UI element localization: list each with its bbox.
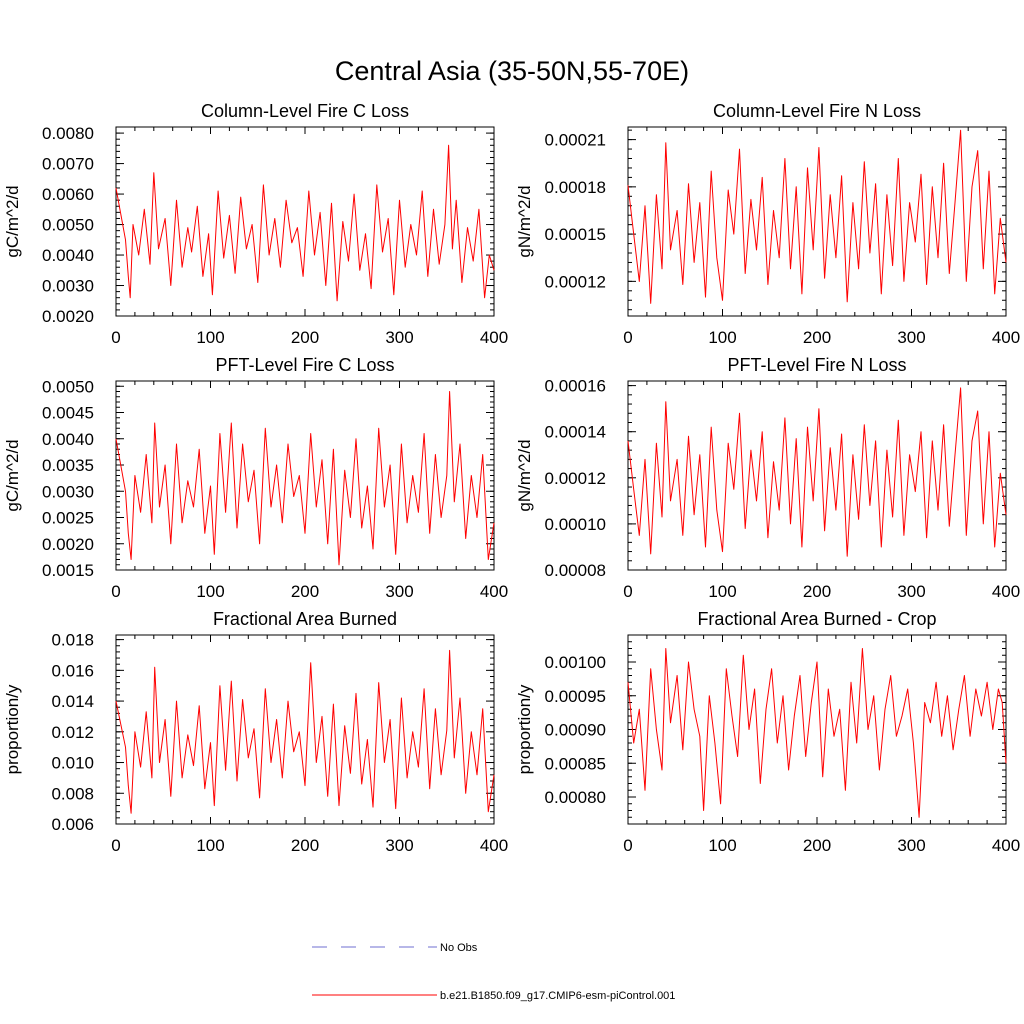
panels: Column-Level Fire C Loss gC/m^2/d 0 100 200 3…: [3, 101, 1020, 855]
y-axis-label: gN/m^2/d: [515, 439, 534, 511]
panel-title: Column-Level Fire C Loss: [201, 101, 409, 121]
panel-6: Fractional Area Burned - Crop proportion/…: [515, 609, 1020, 855]
panel-1: Column-Level Fire C Loss gC/m^2/d 0 100 200 3…: [3, 101, 508, 347]
panel-title: Column-Level Fire N Loss: [713, 101, 921, 121]
y-tick-label: 0.016: [51, 661, 94, 680]
y-tick-label: 0.0045: [42, 404, 94, 423]
x-tick-label: 200: [291, 328, 319, 347]
y-tick-label: 0.00095: [545, 687, 606, 706]
legend-label-2: b.e21.B1850.f09_g17.CMIP6-esm-piControl.…: [440, 990, 675, 1002]
y-tick-label: 0.00021: [545, 131, 606, 150]
y-tick-label: 0.00100: [545, 653, 606, 672]
x-tick-label: 100: [196, 582, 224, 601]
x-tick-label: 0: [111, 582, 120, 601]
y-axis-label: gC/m^2/d: [3, 185, 22, 257]
x-tick-label: 0: [623, 836, 632, 855]
panel-4: PFT-Level Fire N Loss gN/m^2/d 0 100 200 300 4…: [515, 355, 1020, 601]
y-tick-label: 0.0060: [42, 185, 94, 204]
x-tick-label: 400: [992, 328, 1020, 347]
x-tick-label: 200: [291, 582, 319, 601]
x-tick-label: 200: [291, 836, 319, 855]
panel-title: PFT-Level Fire C Loss: [215, 355, 394, 375]
x-tick-label: 400: [480, 328, 508, 347]
x-tick-label: 100: [708, 582, 736, 601]
y-tick-label: 0.014: [51, 692, 94, 711]
plot-frame: [627, 380, 1007, 571]
y-tick-label: 0.0030: [42, 277, 94, 296]
y-axis-label: gC/m^2/d: [3, 439, 22, 511]
y-tick-label: 0.00090: [545, 721, 606, 740]
series-line-1: [115, 391, 495, 566]
x-tick-label: 300: [897, 582, 925, 601]
x-tick-label: 200: [803, 582, 831, 601]
y-tick-label: 0.00014: [545, 423, 606, 442]
x-tick-label: 400: [480, 582, 508, 601]
x-tick-label: 0: [623, 328, 632, 347]
x-tick-label: 300: [897, 836, 925, 855]
y-tick-label: 0.0025: [42, 509, 94, 528]
y-tick-label: 0.006: [51, 815, 94, 834]
figure-title: Central Asia (35-50N,55-70E): [335, 56, 689, 86]
y-tick-label: 0.0050: [42, 216, 94, 235]
x-tick-label: 300: [385, 328, 413, 347]
series-line-1: [115, 649, 495, 814]
panel-title: Fractional Area Burned: [213, 609, 397, 629]
x-tick-label: 100: [708, 836, 736, 855]
x-tick-label: 100: [708, 328, 736, 347]
y-tick-label: 0.00085: [545, 754, 606, 773]
y-tick-label: 0.008: [51, 784, 94, 803]
y-tick-label: 0.0050: [42, 377, 94, 396]
panel-title: Fractional Area Burned - Crop: [697, 609, 936, 629]
plot-frame: [627, 126, 1007, 317]
y-tick-label: 0.00012: [545, 469, 606, 488]
series-line-1: [115, 144, 495, 302]
plot-frame: [115, 126, 495, 317]
x-tick-label: 200: [803, 836, 831, 855]
panel-3: PFT-Level Fire C Loss gC/m^2/d 0 100 200 300 4…: [3, 355, 508, 601]
x-tick-label: 400: [992, 582, 1020, 601]
y-tick-label: 0.0080: [42, 124, 94, 143]
y-tick-label: 0.0070: [42, 155, 94, 174]
x-tick-label: 100: [196, 836, 224, 855]
y-tick-label: 0.012: [51, 723, 94, 742]
panel-5: Fractional Area Burned proportion/y 0 100 20…: [3, 609, 508, 855]
y-tick-label: 0.0040: [42, 430, 94, 449]
y-tick-label: 0.0020: [42, 307, 94, 326]
series-line-1: [627, 648, 1007, 818]
x-tick-label: 200: [803, 328, 831, 347]
panel-2: Column-Level Fire N Loss gN/m^2/d 0 100 200 3…: [515, 101, 1020, 347]
y-tick-label: 0.0030: [42, 482, 94, 501]
y-tick-label: 0.00008: [545, 561, 606, 580]
legend-label-1: No Obs: [440, 942, 478, 954]
y-tick-label: 0.00012: [545, 272, 606, 291]
y-tick-label: 0.00015: [545, 225, 606, 244]
x-tick-label: 100: [196, 328, 224, 347]
x-tick-label: 400: [992, 836, 1020, 855]
panel-title: PFT-Level Fire N Loss: [727, 355, 906, 375]
x-tick-label: 0: [111, 836, 120, 855]
series-line-1: [627, 387, 1007, 557]
y-tick-label: 0.0040: [42, 246, 94, 265]
x-tick-label: 300: [385, 582, 413, 601]
y-tick-label: 0.018: [51, 631, 94, 650]
y-tick-label: 0.0020: [42, 535, 94, 554]
y-tick-label: 0.00016: [545, 377, 606, 396]
x-tick-label: 0: [623, 582, 632, 601]
x-tick-label: 300: [385, 836, 413, 855]
x-tick-label: 0: [111, 328, 120, 347]
x-tick-label: 300: [897, 328, 925, 347]
y-tick-label: 0.00018: [545, 178, 606, 197]
y-tick-label: 0.0035: [42, 456, 94, 475]
y-tick-label: 0.010: [51, 754, 94, 773]
legend: No Obs b.e21.B1850.f09_g17.CMIP6-esm-piCo…: [312, 942, 675, 1002]
y-axis-label: gN/m^2/d: [515, 185, 534, 257]
y-axis-label: proportion/y: [515, 684, 534, 774]
series-line-1: [627, 129, 1007, 304]
y-tick-label: 0.00010: [545, 515, 606, 534]
y-tick-label: 0.0015: [42, 561, 94, 580]
x-tick-label: 400: [480, 836, 508, 855]
y-axis-label: proportion/y: [3, 684, 22, 774]
y-tick-label: 0.00080: [545, 788, 606, 807]
